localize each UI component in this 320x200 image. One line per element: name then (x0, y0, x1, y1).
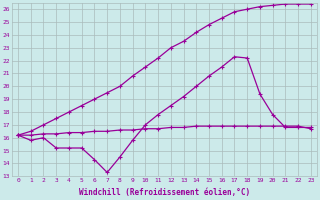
X-axis label: Windchill (Refroidissement éolien,°C): Windchill (Refroidissement éolien,°C) (79, 188, 250, 197)
